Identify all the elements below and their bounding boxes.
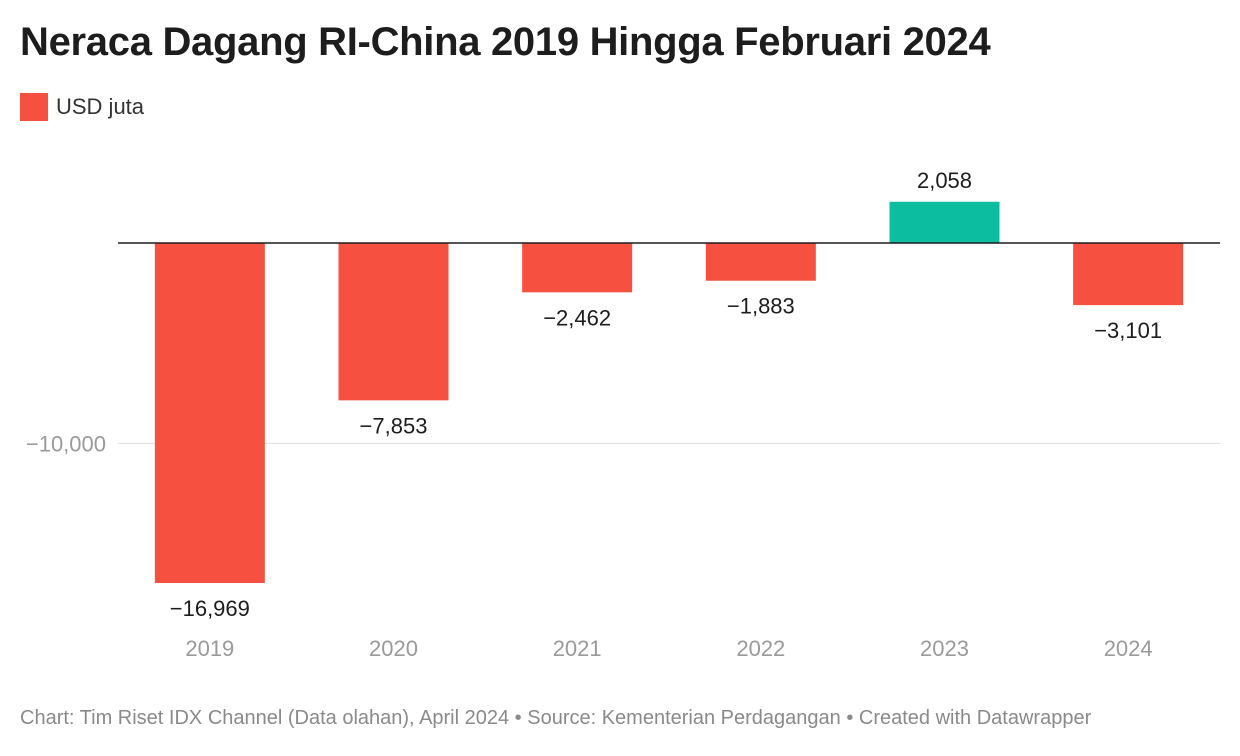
bar [705, 243, 816, 281]
chart-footer: Chart: Tim Riset IDX Channel (Data olaha… [20, 707, 1092, 729]
y-tick-label: −10,000 [26, 431, 106, 456]
bar [338, 243, 449, 401]
x-tick-label: 2022 [736, 636, 785, 661]
x-tick-label: 2023 [920, 636, 969, 661]
bar [1073, 243, 1184, 306]
legend: USD juta [20, 93, 144, 121]
x-tick-label: 2024 [1104, 636, 1153, 661]
bar-value-label: −3,101 [1094, 318, 1162, 343]
bar [154, 243, 265, 583]
x-tick-label: 2021 [553, 636, 602, 661]
bar-value-label: −16,969 [170, 596, 250, 621]
x-tick-label: 2020 [369, 636, 418, 661]
bar-value-label: 2,058 [917, 168, 972, 193]
bar [889, 201, 1000, 243]
legend-swatch [20, 93, 48, 121]
bar-value-label: −7,853 [360, 413, 428, 438]
chart-title: Neraca Dagang RI-China 2019 Hingga Febru… [20, 20, 991, 64]
bar [522, 243, 633, 293]
bar-value-label: −2,462 [543, 305, 611, 330]
legend-label: USD juta [56, 94, 145, 119]
bar-value-label: −1,883 [727, 294, 795, 319]
x-tick-label: 2019 [185, 636, 234, 661]
